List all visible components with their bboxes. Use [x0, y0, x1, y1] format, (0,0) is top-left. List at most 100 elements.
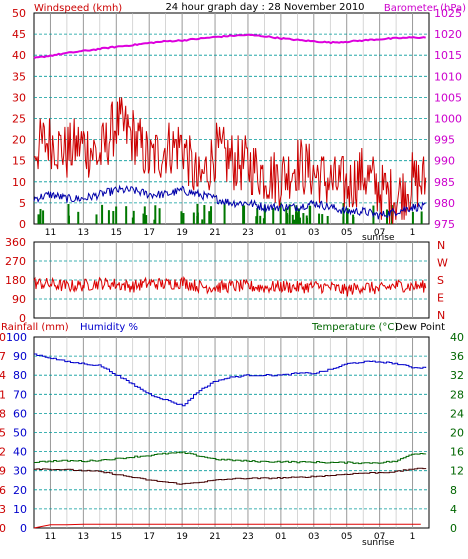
wind-low-bar [420, 211, 423, 224]
wind-low-bar [153, 219, 156, 224]
wind-low-bar [154, 205, 157, 224]
humidity-title: Humidity % [80, 322, 138, 333]
wind-low-bar [201, 219, 204, 224]
wind-low-bar [291, 214, 294, 224]
temp-ytick-12: 12 [450, 465, 464, 478]
rain-ytick-21: 21 [0, 388, 6, 401]
wind-low-bar [272, 207, 275, 224]
humidity-ytick-50: 50 [13, 427, 27, 440]
temp-ytick-4: 4 [450, 503, 457, 516]
wind-ytick-0: 0 [19, 218, 26, 231]
wind-ytick-10: 10 [12, 176, 26, 189]
wind-low-bar [208, 211, 211, 224]
wind-ytick-50: 50 [12, 7, 26, 20]
wind-low-bar [142, 213, 145, 224]
rain-ytick-18: 18 [0, 407, 6, 420]
baro-ytick-975: 975 [434, 218, 455, 231]
x-tick-top-19: 19 [176, 228, 188, 238]
barometer-title: Barometer (hPa) [384, 3, 466, 14]
x-tick-bottom-19: 19 [176, 532, 188, 542]
wind-low-bar [210, 206, 213, 224]
rainfall-series-line [33, 523, 421, 529]
wind-ytick-15: 15 [12, 155, 26, 168]
baro-ytick-990: 990 [434, 155, 455, 168]
temperature-series-line [34, 451, 427, 465]
rain-ytick-9: 9 [0, 465, 6, 478]
wind-low-bar [77, 211, 80, 224]
temp-ytick-24: 24 [450, 407, 464, 420]
humidity-ytick-80: 80 [13, 369, 27, 382]
rain-ytick-6: 6 [0, 484, 6, 497]
baro-ytick-1005: 1005 [434, 91, 462, 104]
grid-layer [34, 13, 429, 528]
marks-layer [33, 33, 427, 529]
wind-low-bar [196, 216, 199, 224]
wind-low-bar [279, 202, 282, 224]
wind-low-bar [107, 210, 110, 224]
wind-low-bar [326, 215, 329, 224]
wind-direction-series-line [33, 275, 427, 297]
dir-ytick-360: 360 [5, 236, 26, 249]
wind-low-bar [192, 212, 195, 224]
barometer-series-line [33, 33, 426, 59]
dir-compass-W-1: W [437, 257, 448, 270]
wind-low-bar [295, 211, 298, 224]
sunrise-label-bottom: sunrise [362, 538, 395, 548]
wind-low-bar [125, 206, 128, 224]
wind-ytick-25: 25 [12, 113, 26, 126]
baro-ytick-980: 980 [434, 197, 455, 210]
temp-ytick-36: 36 [450, 350, 464, 363]
wind-ytick-35: 35 [12, 70, 26, 83]
x-tick-bottom-03: 03 [308, 532, 319, 542]
baro-ytick-995: 995 [434, 134, 455, 147]
temperature-title: Temperature (°C) [311, 322, 398, 333]
wind-ytick-20: 20 [12, 134, 26, 147]
wind-low-bar [296, 212, 299, 224]
humidity-ytick-70: 70 [13, 388, 27, 401]
gust-series-line [34, 97, 427, 225]
temp-ytick-8: 8 [450, 484, 457, 497]
temp-ytick-40: 40 [450, 331, 464, 344]
x-tick-bottom-11: 11 [45, 532, 56, 542]
wind-low-bar [203, 205, 206, 224]
rain-ytick-0: 0 [0, 522, 6, 535]
wind-low-bar [309, 205, 312, 224]
x-tick-bottom-15: 15 [111, 532, 122, 542]
wind-ytick-45: 45 [12, 28, 26, 41]
rain-ytick-30: 30 [0, 331, 6, 344]
humidity-ytick-10: 10 [13, 503, 27, 516]
temp-ytick-32: 32 [450, 369, 464, 382]
humidity-ytick-0: 0 [20, 522, 27, 535]
wind-low-bar [263, 205, 266, 224]
wind-low-bar [158, 208, 161, 224]
dir-compass-E-3: E [437, 292, 444, 305]
x-tick-bottom-01: 01 [275, 532, 286, 542]
humidity-ytick-30: 30 [13, 465, 27, 478]
wind-low-bar [302, 213, 305, 224]
x-tick-bottom-13: 13 [78, 532, 89, 542]
wind-low-bar [243, 205, 246, 224]
sunrise-label-top: sunrise [362, 233, 395, 243]
dir-ytick-0: 0 [19, 312, 26, 325]
x-tick-bottom-05: 05 [341, 532, 352, 542]
wind-low-bar [42, 210, 45, 224]
wind-low-bar [305, 215, 308, 224]
wind-low-bar [143, 206, 146, 224]
wind-low-bar [297, 208, 300, 224]
wind-low-bar [259, 215, 262, 224]
baro-ytick-985: 985 [434, 176, 455, 189]
temp-ytick-20: 20 [450, 427, 464, 440]
wind-low-bar [67, 215, 70, 224]
x-tick-bottom-23: 23 [242, 532, 253, 542]
x-tick-top-07: 07 [374, 228, 385, 238]
wind-low-bar [132, 210, 135, 224]
wind-low-bar [145, 215, 148, 224]
x-tick-top-13: 13 [78, 228, 89, 238]
rainfall-title: Rainfall (mm) [1, 322, 69, 333]
wind-low-bar [352, 214, 355, 224]
x-tick-top-01: 01 [275, 228, 286, 238]
labels-layer: 0510152025303540455097598098599099510001… [0, 7, 464, 542]
wind-low-bar [39, 208, 42, 224]
wind-low-bar [112, 211, 115, 224]
rain-ytick-24: 24 [0, 369, 6, 382]
